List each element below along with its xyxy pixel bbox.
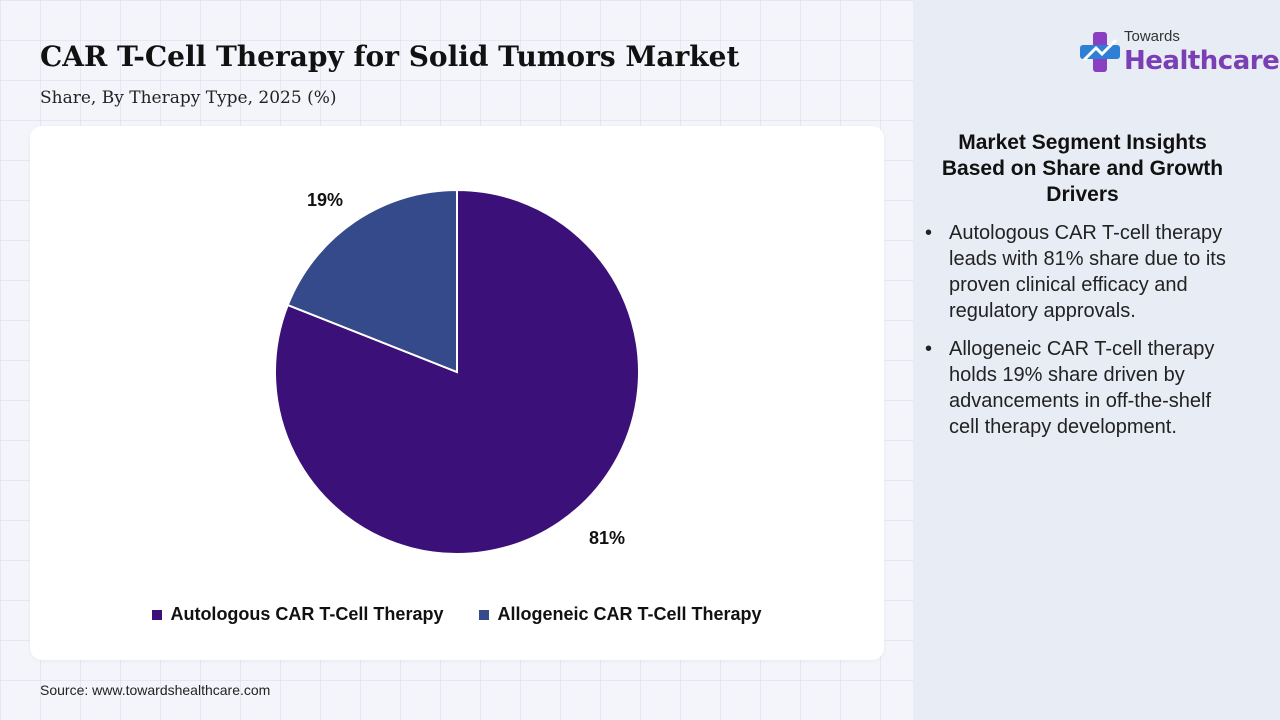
legend-swatch-autologous [152, 609, 163, 620]
data-label-autologous: 81% [589, 528, 625, 548]
insight-bullet-2: Allogeneic CAR T-cell therapy holds 19% … [925, 336, 1240, 440]
legend-swatch-allogeneic [479, 609, 490, 620]
pie-slice-allogeneic [286, 188, 458, 374]
logo-top-text: Towards [1124, 28, 1180, 45]
legend-item-autologous: Autologous CAR T-Cell Therapy [152, 604, 443, 625]
legend-label-allogeneic: Allogeneic CAR T-Cell Therapy [497, 604, 762, 624]
logo: Towards Healthcare [1078, 26, 1280, 80]
insights-title: Market Segment Insights Based on Share a… [941, 131, 1224, 206]
pie-slice-autologous [274, 188, 640, 555]
pie-chart: 81% 19% [274, 188, 640, 555]
health-cross-icon [1080, 32, 1120, 72]
source-note: Source: www.towardshealthcare.com [40, 682, 271, 698]
legend-label-autologous: Autologous CAR T-Cell Therapy [170, 604, 444, 624]
chart-legend: Autologous CAR T-Cell Therapy Allogeneic… [30, 604, 884, 625]
page-subtitle: Share, By Therapy Type, 2025 (%) [40, 88, 337, 108]
chart-card: 81% 19% Autologous CAR T-Cell Therapy All… [30, 126, 884, 660]
insights-list: Autologous CAR T-cell therapy leads with… [925, 220, 1240, 452]
page-title: CAR T-Cell Therapy for Solid Tumors Mark… [40, 40, 740, 73]
data-label-allogeneic: 19% [307, 190, 343, 210]
logo-main-text: Healthcare [1124, 46, 1280, 76]
insight-bullet-1: Autologous CAR T-cell therapy leads with… [925, 220, 1240, 324]
legend-item-allogeneic: Allogeneic CAR T-Cell Therapy [479, 604, 762, 625]
